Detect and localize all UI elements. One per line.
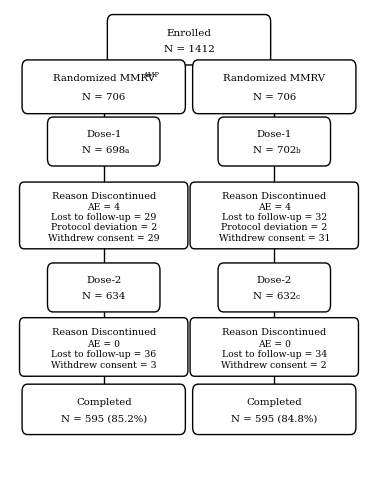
- Text: a: a: [125, 148, 129, 156]
- FancyBboxPatch shape: [218, 263, 330, 312]
- FancyBboxPatch shape: [20, 182, 188, 249]
- Text: Reason Discontinued: Reason Discontinued: [222, 192, 326, 201]
- Text: N = 634: N = 634: [82, 292, 125, 300]
- Text: AE = 0: AE = 0: [87, 340, 120, 349]
- Text: N = 595 (85.2%): N = 595 (85.2%): [60, 414, 147, 424]
- FancyBboxPatch shape: [20, 318, 188, 376]
- Text: Withdrew consent = 31: Withdrew consent = 31: [218, 234, 330, 242]
- Text: Lost to follow-up = 32: Lost to follow-up = 32: [222, 214, 327, 222]
- Text: Lost to follow-up = 36: Lost to follow-up = 36: [51, 350, 156, 360]
- FancyBboxPatch shape: [22, 60, 185, 114]
- FancyBboxPatch shape: [48, 263, 160, 312]
- FancyBboxPatch shape: [190, 182, 358, 249]
- Text: AE = 0: AE = 0: [258, 340, 291, 349]
- Text: Reason Discontinued: Reason Discontinued: [52, 192, 156, 201]
- Text: AE = 4: AE = 4: [258, 204, 291, 212]
- Text: Withdrew consent = 29: Withdrew consent = 29: [48, 234, 160, 242]
- Text: N = 1412: N = 1412: [164, 45, 214, 54]
- Text: Completed: Completed: [76, 398, 132, 407]
- Text: Randomized MMRV: Randomized MMRV: [53, 74, 155, 83]
- FancyBboxPatch shape: [193, 384, 356, 434]
- Text: Withdrew consent = 2: Withdrew consent = 2: [222, 361, 327, 370]
- Text: Dose-1: Dose-1: [86, 130, 121, 139]
- Text: Dose-1: Dose-1: [257, 130, 292, 139]
- Text: N = 706: N = 706: [82, 93, 125, 102]
- Text: N = 595 (84.8%): N = 595 (84.8%): [231, 414, 318, 424]
- Text: Completed: Completed: [246, 398, 302, 407]
- Text: Protocol deviation = 2: Protocol deviation = 2: [221, 224, 327, 232]
- FancyBboxPatch shape: [218, 117, 330, 166]
- FancyBboxPatch shape: [48, 117, 160, 166]
- Text: Protocol deviation = 2: Protocol deviation = 2: [51, 224, 157, 232]
- Text: Enrolled: Enrolled: [166, 28, 212, 38]
- Text: N = 706: N = 706: [253, 93, 296, 102]
- FancyBboxPatch shape: [107, 14, 271, 65]
- Text: N = 632: N = 632: [253, 292, 296, 300]
- FancyBboxPatch shape: [193, 60, 356, 114]
- Text: Reason Discontinued: Reason Discontinued: [222, 328, 326, 337]
- Text: b: b: [295, 148, 300, 156]
- Text: AMP: AMP: [143, 70, 158, 78]
- Text: Dose-2: Dose-2: [257, 276, 292, 284]
- Text: Reason Discontinued: Reason Discontinued: [52, 328, 156, 337]
- Text: Dose-2: Dose-2: [86, 276, 121, 284]
- Text: c: c: [295, 293, 299, 301]
- Text: N = 702: N = 702: [253, 146, 296, 154]
- Text: N = 698: N = 698: [82, 146, 125, 154]
- Text: Randomized MMRV: Randomized MMRV: [223, 74, 325, 83]
- Text: AE = 4: AE = 4: [87, 204, 120, 212]
- FancyBboxPatch shape: [190, 318, 358, 376]
- FancyBboxPatch shape: [22, 384, 185, 434]
- Text: Lost to follow-up = 29: Lost to follow-up = 29: [51, 214, 156, 222]
- Text: Withdrew consent = 3: Withdrew consent = 3: [51, 361, 156, 370]
- Text: Lost to follow-up = 34: Lost to follow-up = 34: [222, 350, 327, 360]
